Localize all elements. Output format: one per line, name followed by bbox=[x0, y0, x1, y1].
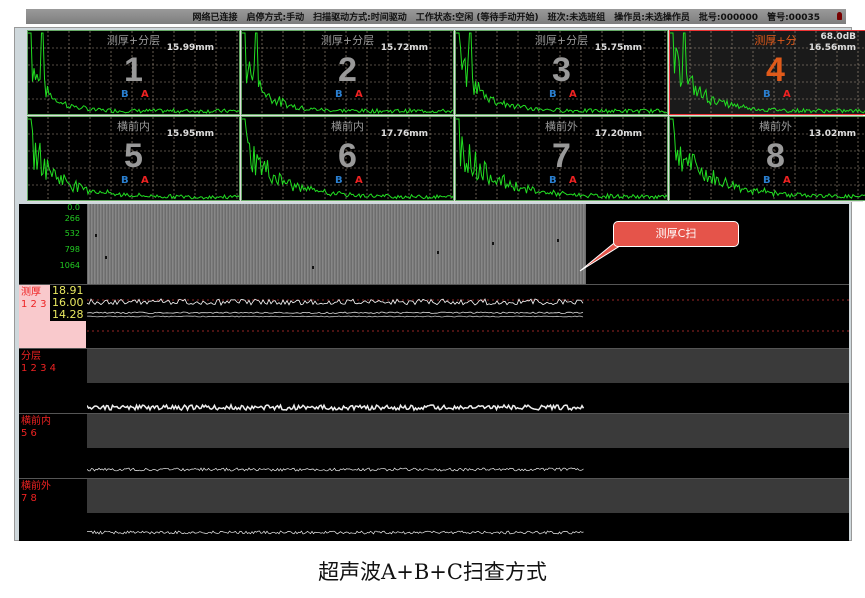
main-frame: 测厚+分层 15.99mm 1 B A 测厚+分层 15.72mm 2 B A … bbox=[14, 27, 865, 541]
defect-mark bbox=[492, 242, 494, 245]
thickness-value: 17.76mm bbox=[380, 129, 428, 139]
ascan-panel-6[interactable]: 横前内 17.76mm 6 B A bbox=[241, 116, 454, 201]
panel-title: 横前外 bbox=[545, 120, 578, 133]
ascan-grid: 测厚+分层 15.99mm 1 B A 测厚+分层 15.72mm 2 B A … bbox=[27, 30, 865, 202]
strip-label: 横前外 7 8 bbox=[21, 481, 51, 504]
thickness-value: 17.20mm bbox=[594, 129, 642, 139]
pin-icon[interactable] bbox=[837, 12, 842, 20]
waveform bbox=[242, 118, 453, 200]
thickness-value: 15.75mm bbox=[594, 43, 642, 53]
defect-mark bbox=[557, 239, 559, 242]
panel-title: 测厚+分层 bbox=[534, 34, 589, 47]
panel-title: 测厚+分层 bbox=[320, 34, 375, 47]
defect-mark bbox=[95, 234, 97, 237]
waveform bbox=[242, 32, 453, 114]
thickness-value: 13.02mm bbox=[808, 129, 856, 139]
strip-thickness: 测厚 1 2 3 18.91 16.00 14.28 bbox=[19, 284, 849, 349]
channel-number: 4 bbox=[766, 51, 785, 89]
gate-a-icon: A bbox=[141, 89, 149, 100]
axis-tick: 798 bbox=[64, 245, 80, 254]
axis-tick: 532 bbox=[64, 229, 80, 238]
network-status: 网络已连接 bbox=[192, 13, 238, 23]
strip-lamination: 分层 1 2 3 4 bbox=[19, 348, 849, 414]
channel-number: 6 bbox=[338, 137, 357, 175]
gate-b-icon: B bbox=[549, 175, 557, 186]
pipe-number: 管号:00035 bbox=[767, 13, 820, 23]
ascan-panel-1[interactable]: 测厚+分层 15.99mm 1 B A bbox=[27, 30, 240, 115]
gate-a-icon: A bbox=[355, 89, 363, 100]
ascan-panel-3[interactable]: 测厚+分层 15.75mm 3 B A bbox=[455, 30, 668, 115]
gate-a-icon: A bbox=[355, 175, 363, 186]
defect-mark bbox=[105, 256, 107, 259]
gain-value: 68.0dB bbox=[820, 32, 856, 42]
scan-drive-mode: 扫描驱动方式:时间驱动 bbox=[313, 13, 407, 23]
ascan-panel-8[interactable]: 横前外 13.02mm 8 B A bbox=[669, 116, 865, 201]
ascan-panel-5[interactable]: 横前内 15.95mm 5 B A bbox=[27, 116, 240, 201]
panel-title: 横前内 bbox=[331, 120, 364, 133]
ascan-panel-4[interactable]: 测厚+分 68.0dB 16.56mm 4 B A bbox=[669, 30, 865, 115]
waveform bbox=[456, 32, 667, 114]
waveform bbox=[456, 118, 667, 200]
batch-number: 批号:000000 bbox=[698, 13, 759, 23]
waveform bbox=[28, 118, 239, 200]
thickness-value: 16.56mm bbox=[808, 43, 856, 53]
waveform bbox=[28, 32, 239, 114]
axis-tick: 0.0 bbox=[67, 203, 80, 212]
thickness-trace bbox=[87, 298, 849, 332]
waveform bbox=[670, 118, 865, 199]
thickness-value: 15.99mm bbox=[166, 43, 214, 53]
panel-title: 横前外 bbox=[759, 120, 792, 133]
axis-tick: 266 bbox=[64, 214, 80, 223]
cscan-view: 0.0 266 532 798 1064 测厚C扫 bbox=[19, 203, 849, 284]
cscan-callout: 测厚C扫 bbox=[613, 221, 739, 247]
thickness-values: 18.91 16.00 14.28 bbox=[50, 285, 89, 321]
channel-number: 3 bbox=[552, 51, 571, 89]
strip-label: 分层 1 2 3 4 bbox=[21, 351, 56, 374]
ascan-panel-7[interactable]: 横前外 17.20mm 7 B A bbox=[455, 116, 668, 201]
work-status: 工作状态:空闲 (等待手动开始) bbox=[415, 13, 539, 23]
strip-transverse-inner: 横前内 5 6 bbox=[19, 413, 849, 479]
gate-b-icon: B bbox=[121, 89, 129, 100]
lamination-trace bbox=[87, 402, 585, 412]
channel-number: 2 bbox=[338, 51, 357, 89]
panel-title: 横前内 bbox=[117, 120, 150, 133]
strip-transverse-outer: 横前外 7 8 bbox=[19, 478, 849, 541]
gate-a-icon: A bbox=[569, 89, 577, 100]
thickness-value: 15.95mm bbox=[166, 129, 214, 139]
channel-number: 5 bbox=[124, 137, 143, 175]
status-bar: 网络已连接 启停方式:手动 扫描驱动方式:时间驱动 工作状态:空闲 (等待手动开… bbox=[26, 9, 846, 24]
cscan-image[interactable] bbox=[87, 204, 586, 284]
defect-mark bbox=[437, 251, 439, 254]
gate-a-icon: A bbox=[569, 175, 577, 186]
ascan-panel-2[interactable]: 测厚+分层 15.72mm 2 B A bbox=[241, 30, 454, 115]
channel-number: 1 bbox=[124, 51, 143, 89]
transverse-inner-trace bbox=[87, 467, 584, 472]
defect-mark bbox=[312, 266, 314, 269]
panel-title: 测厚+分 bbox=[754, 34, 797, 47]
gate-b-icon: B bbox=[335, 175, 343, 186]
cscan-axis: 0.0 266 532 798 1064 bbox=[19, 203, 86, 284]
panel-title: 测厚+分层 bbox=[106, 34, 161, 47]
waveform bbox=[670, 32, 865, 114]
channel-number: 7 bbox=[552, 137, 571, 175]
shift: 班次:未选班组 bbox=[547, 13, 606, 23]
transverse-outer-trace bbox=[87, 530, 584, 535]
gate-a-icon: A bbox=[783, 175, 791, 186]
channel-number: 8 bbox=[766, 137, 785, 175]
strip-label: 横前内 5 6 bbox=[21, 416, 51, 439]
gate-a-icon: A bbox=[783, 89, 791, 100]
start-stop-mode: 启停方式:手动 bbox=[246, 13, 305, 23]
caption: 超声波A+B+C扫查方式 bbox=[318, 560, 547, 584]
gate-b-icon: B bbox=[763, 175, 771, 186]
gate-b-icon: B bbox=[335, 89, 343, 100]
gate-b-icon: B bbox=[121, 175, 129, 186]
operator: 操作员:未选操作员 bbox=[614, 13, 690, 23]
gate-a-icon: A bbox=[141, 175, 149, 186]
thickness-value: 15.72mm bbox=[380, 43, 428, 53]
gate-b-icon: B bbox=[763, 89, 771, 100]
gate-b-icon: B bbox=[549, 89, 557, 100]
callout-pointer bbox=[579, 239, 632, 272]
axis-tick: 1064 bbox=[59, 261, 80, 270]
